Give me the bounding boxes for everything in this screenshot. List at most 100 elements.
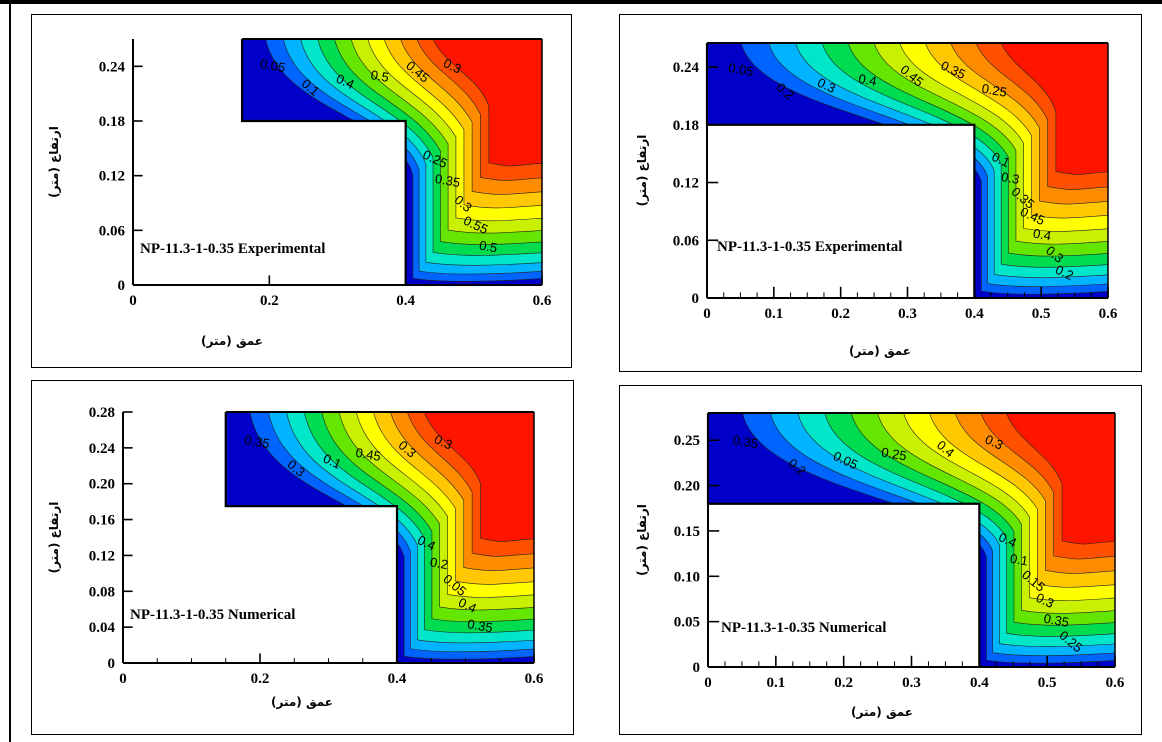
contour-chart-top-right: 0 0.1 0.2 0.3 0.4 0.5 0.6 0 0.06 0.12 0.18 0.24 عمق … [635,42,1118,358]
x-tick-label: 0.4 [388,671,407,687]
contour-label: 0.3 [983,431,1006,452]
contour-label: 0.1 [989,149,1012,170]
x-tick-label: 0.6 [533,293,552,309]
contour-band [431,39,543,167]
contour-label: 0.25 [880,444,908,463]
contour-field [225,412,534,663]
y-tick-label: 0 [118,278,126,294]
contour-label: 0.3 [1034,590,1057,611]
x-axis-title: عمق (متر) [201,334,263,348]
y-tick-label: 0 [108,656,116,672]
contour-label: 0.05 [727,60,755,79]
chart-panel-bottom-right: 0 0.1 0.2 0.3 0.4 0.5 0.6 0 0.05 0.10 0.15 0.20 0.25… [619,385,1142,735]
contour-chart-top-left: 0 0.2 0.4 0.6 0 0.06 0.12 0.18 0.24 عمق (متر) ارتف… [47,38,552,348]
x-tick-label: 0.3 [902,675,921,691]
contour-label: 0.3 [441,55,464,76]
contour-band [422,412,534,542]
chart-panel-top-right: 0 0.1 0.2 0.3 0.4 0.5 0.6 0 0.06 0.12 0.18 0.24 عمق … [619,14,1142,372]
x-axis-title: عمق (متر) [271,695,333,709]
x-axis-title: عمق (متر) [851,705,913,719]
contour-label: 0.5 [370,67,390,85]
x-tick-label: 0.6 [525,671,544,687]
y-tick-label: 0.12 [673,176,699,192]
y-tick-label: 0 [693,660,701,676]
x-tick-label: 0.5 [1038,675,1057,691]
chart-annotation: NP-11.3-1-0.35 Experimental [717,239,902,255]
contour-label: 0.4 [857,71,877,89]
contour-label: 0.4 [996,529,1019,550]
x-tick-label: 0.4 [396,293,415,309]
y-tick-label: 0.20 [674,479,700,495]
y-tick-label: 0.08 [89,584,115,600]
contour-label: 0.1 [1009,551,1029,569]
x-tick-label: 0.4 [970,675,989,691]
x-tick-label: 0.2 [834,675,853,691]
y-axis-title: ارتفاع (متر) [635,135,649,207]
y-tick-label: 0.20 [89,477,115,493]
contour-label: 0.3 [432,431,455,452]
y-tick-label: 0 [692,291,700,307]
y-tick-label: 0.15 [674,524,700,540]
x-tick-label: 0 [129,293,137,309]
x-tick-label: 0.6 [1106,675,1125,691]
x-tick-label: 0.1 [766,675,785,691]
y-tick-label: 0.18 [673,118,699,134]
contour-band [999,43,1108,175]
y-axis-title: ارتفاع (متر) [47,502,61,574]
chart-annotation: NP-11.3-1-0.35 Numerical [130,607,295,623]
chart-panel-bottom-left: 0 0.2 0.4 0.6 0 0.04 0.08 0.12 0.16 0.20 0.24 0.28 ع… [31,380,574,735]
contour-label: 0.3 [1000,169,1020,187]
contour-label: 0.35 [243,432,271,451]
x-tick-label: 0.2 [831,306,850,322]
contour-label: 0.35 [466,616,494,635]
y-tick-label: 0.12 [99,169,125,185]
y-tick-label: 0.25 [674,433,700,449]
x-tick-label: 0 [119,671,127,687]
contour-label: 0.35 [732,432,760,451]
contour-field [242,39,543,285]
y-tick-label: 0.24 [99,59,126,75]
page-frame-left [9,0,11,742]
page-frame-top [0,0,1162,4]
chart-annotation: NP-11.3-1-0.35 Experimental [140,241,325,257]
y-tick-label: 0.28 [89,405,115,421]
contour-label: 0.2 [1053,262,1076,283]
contour-chart-bottom-right: 0 0.1 0.2 0.3 0.4 0.5 0.6 0 0.05 0.10 0.15 0.20 0.25… [635,412,1125,719]
x-tick-label: 0.6 [1099,306,1118,322]
contour-band [1004,413,1115,545]
contour-label: 0.5 [478,238,498,256]
contour-label: 0.2 [429,554,449,572]
contour-label: 0.1 [321,451,344,472]
step-outline [224,412,399,663]
x-tick-label: 0.2 [260,293,279,309]
y-tick-label: 0.05 [674,615,700,631]
contour-label: 0.4 [415,532,438,553]
y-tick-label: 0.10 [674,569,700,585]
chart-annotation: NP-11.3-1-0.35 Numerical [721,620,886,636]
x-tick-label: 0.5 [1032,306,1051,322]
x-axis-title: عمق (متر) [849,344,911,358]
chart-panel-top-left: 0 0.2 0.4 0.6 0 0.06 0.12 0.18 0.24 عمق (متر) ارتف… [31,14,572,368]
y-tick-label: 0.06 [673,233,700,249]
contour-chart-bottom-left: 0 0.2 0.4 0.600.040.080.120.160.200.240.28ع… [47,405,544,709]
y-tick-label: 0.12 [89,548,115,564]
y-tick-label: 0.16 [89,513,116,529]
contour-label: 0.4 [334,71,357,92]
x-tick-label: 0.1 [764,306,783,322]
x-tick-label: 0.4 [965,306,984,322]
contour-label: 0.05 [259,56,287,75]
contour-label: 0.35 [1043,611,1071,630]
contour-label: 0.4 [1032,226,1052,244]
y-tick-label: 0.04 [89,620,116,636]
contour-label: 0.35 [434,171,462,190]
y-tick-label: 0.24 [89,441,116,457]
x-tick-label: 0 [703,306,711,322]
contour-label: 0.25 [981,81,1009,100]
x-tick-label: 0.3 [898,306,917,322]
y-tick-label: 0.24 [673,60,700,76]
y-tick-label: 0.06 [99,223,126,239]
y-tick-label: 0.18 [99,114,125,130]
contour-label: 0.3 [815,75,838,96]
y-axis-title: ارتفاع (متر) [635,504,649,576]
x-tick-label: 0.2 [251,671,270,687]
